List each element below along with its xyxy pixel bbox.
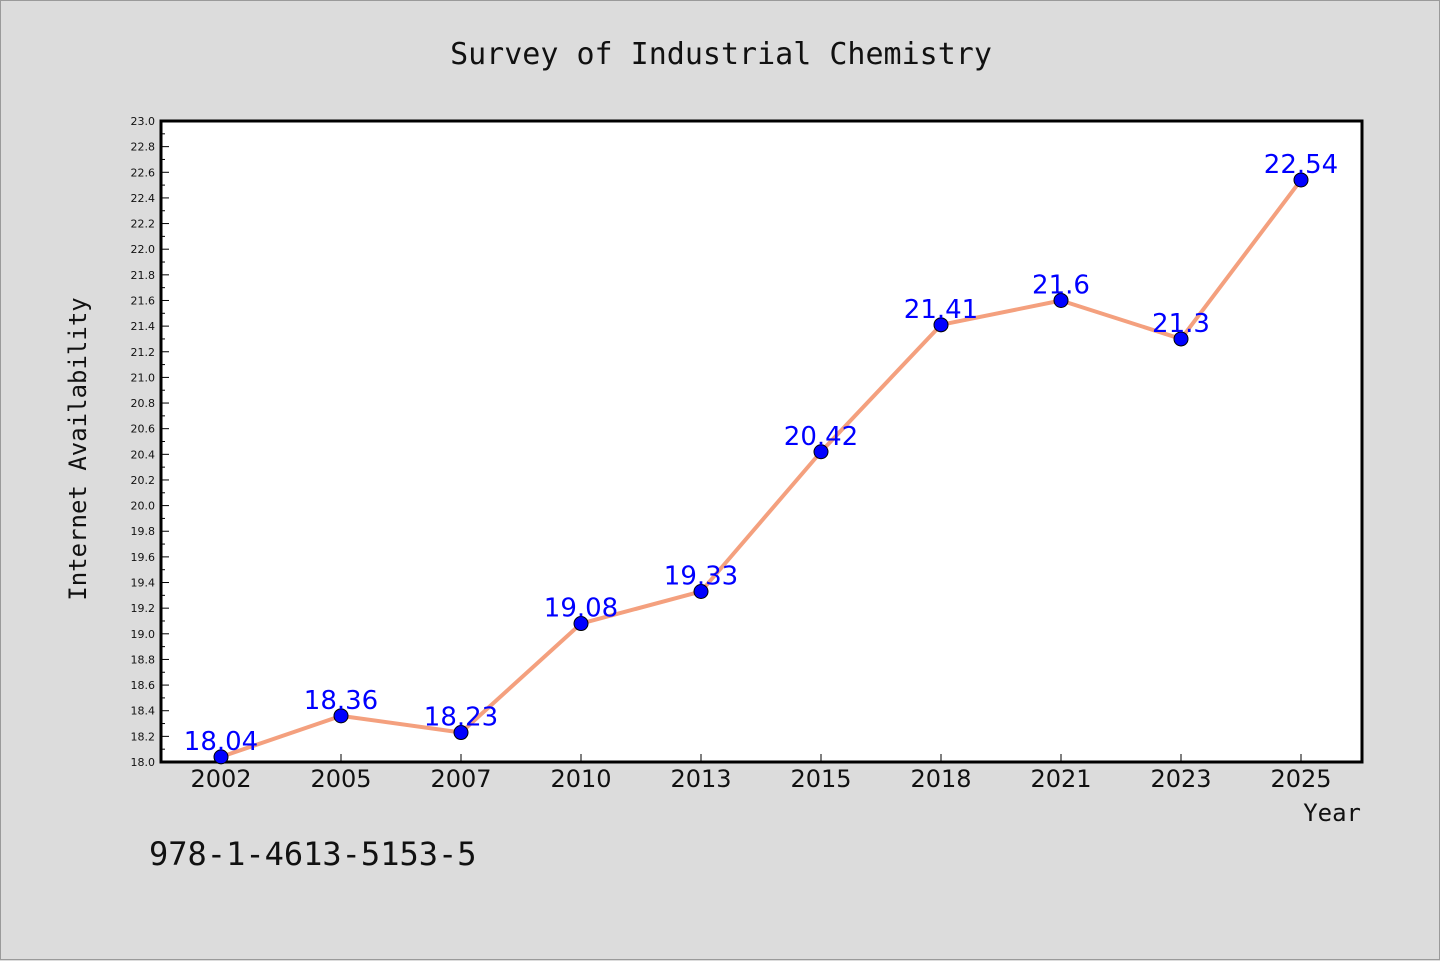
x-tick-label: 2007 (430, 765, 491, 793)
data-label: 18.04 (184, 727, 258, 757)
y-tick-label: 22.2 (131, 218, 156, 231)
data-label: 19.08 (544, 594, 618, 624)
y-tick-label: 22.0 (131, 243, 156, 256)
y-tick-label: 21.2 (131, 346, 156, 359)
y-tick-label: 19.6 (131, 551, 156, 564)
data-point (1173, 331, 1189, 347)
data-label: 18.36 (304, 686, 378, 716)
x-axis-title: Year (1303, 799, 1361, 827)
y-tick-label: 19.0 (131, 628, 156, 641)
data-label: 18.23 (424, 703, 498, 733)
data-label: 21.41 (904, 295, 978, 325)
y-axis-title: Internet Availability (64, 297, 92, 600)
data-point (813, 444, 829, 460)
y-tick-label: 20.8 (131, 397, 156, 410)
x-tick-label: 2005 (310, 765, 371, 793)
y-tick-label: 20.4 (131, 448, 156, 461)
y-tick-label: 21.8 (131, 269, 156, 282)
x-tick-label: 2021 (1030, 765, 1091, 793)
y-tick-label: 21.0 (131, 371, 156, 384)
y-tick-label: 21.6 (131, 294, 156, 307)
x-tick-label: 2023 (1150, 765, 1211, 793)
y-tick-label: 23.0 (131, 115, 156, 128)
data-point (693, 583, 709, 599)
data-point (933, 317, 949, 333)
chart-title: Survey of Industrial Chemistry (450, 37, 992, 72)
data-point (453, 725, 469, 741)
y-tick-label: 18.2 (131, 730, 156, 743)
data-label: 22.54 (1264, 150, 1338, 180)
y-tick-label: 18.8 (131, 653, 156, 666)
data-point (573, 616, 589, 632)
series-layer: 18.04 18.36 18.23 19.08 19.33 20.42 21.41 21.6 2… (184, 150, 1338, 765)
data-label: 20.42 (784, 422, 858, 452)
series-line (220, 178, 1303, 759)
y-tick-label: 18.0 (131, 756, 156, 769)
y-tick-label: 20.2 (131, 474, 156, 487)
y-tick-label: 22.6 (131, 166, 156, 179)
x-tick-label: 2013 (670, 765, 731, 793)
y-tick-label: 20.6 (131, 423, 156, 436)
x-tick-label: 2018 (910, 765, 971, 793)
data-point (333, 708, 349, 724)
x-tick-label: 2010 (550, 765, 611, 793)
y-tick-label: 19.4 (131, 577, 156, 590)
x-axis: 2002 2005 2007 2010 2013 2015 2018 2021 2023 2025 (190, 754, 1332, 793)
y-axis: 18.0 18.2 18.4 18.6 18.8 19.0 19.2 19.4 19.6 19.8… (131, 115, 169, 769)
data-point (1053, 292, 1069, 308)
data-label: 21.3 (1152, 309, 1210, 339)
y-tick-label: 22.8 (131, 141, 156, 154)
y-tick-label: 19.2 (131, 602, 156, 615)
y-tick-label: 19.8 (131, 525, 156, 538)
y-tick-label: 22.4 (131, 192, 156, 205)
y-tick-label: 20.0 (131, 500, 156, 513)
data-point (213, 749, 229, 765)
footnote-isbn: 978-1-4613-5153-5 (149, 835, 477, 873)
data-point (1293, 172, 1309, 188)
x-tick-label: 2025 (1270, 765, 1331, 793)
y-tick-label: 18.4 (131, 705, 156, 718)
x-tick-label: 2002 (190, 765, 251, 793)
data-label: 21.6 (1032, 270, 1090, 300)
data-label: 19.33 (664, 561, 738, 591)
plot-area (159, 119, 1364, 764)
x-tick-label: 2015 (790, 765, 851, 793)
y-tick-label: 21.4 (131, 320, 156, 333)
y-tick-label: 18.6 (131, 679, 156, 692)
